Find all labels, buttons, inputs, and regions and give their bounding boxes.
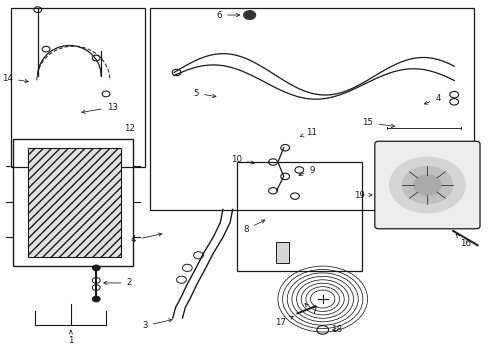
Text: 14: 14 <box>2 74 28 83</box>
Text: 6: 6 <box>216 10 239 19</box>
Text: 13: 13 <box>81 103 118 113</box>
Text: 2: 2 <box>103 278 132 287</box>
Text: 15: 15 <box>362 118 394 127</box>
FancyBboxPatch shape <box>374 141 479 229</box>
Text: 11: 11 <box>300 128 317 137</box>
Bar <box>237 162 361 271</box>
Bar <box>28 148 121 257</box>
Text: 19: 19 <box>353 190 371 199</box>
Text: 16: 16 <box>455 234 470 248</box>
Circle shape <box>401 166 452 204</box>
Text: 5: 5 <box>193 89 215 98</box>
Circle shape <box>92 296 100 302</box>
Bar <box>149 8 473 211</box>
Text: 8: 8 <box>243 220 264 234</box>
Circle shape <box>413 175 440 195</box>
Text: 4: 4 <box>424 94 440 104</box>
Circle shape <box>244 11 255 19</box>
Text: 4: 4 <box>131 233 162 244</box>
Text: 3: 3 <box>142 319 172 330</box>
Bar <box>11 8 144 167</box>
Bar <box>13 139 133 266</box>
Text: 9: 9 <box>298 166 314 176</box>
Text: 18: 18 <box>330 325 341 334</box>
Text: 1: 1 <box>68 330 74 345</box>
Text: 7: 7 <box>305 303 317 316</box>
Text: 12: 12 <box>123 124 135 133</box>
Circle shape <box>92 265 100 271</box>
Circle shape <box>388 157 465 213</box>
Text: 10: 10 <box>230 155 254 164</box>
Text: 17: 17 <box>274 316 292 327</box>
Bar <box>276 242 288 263</box>
